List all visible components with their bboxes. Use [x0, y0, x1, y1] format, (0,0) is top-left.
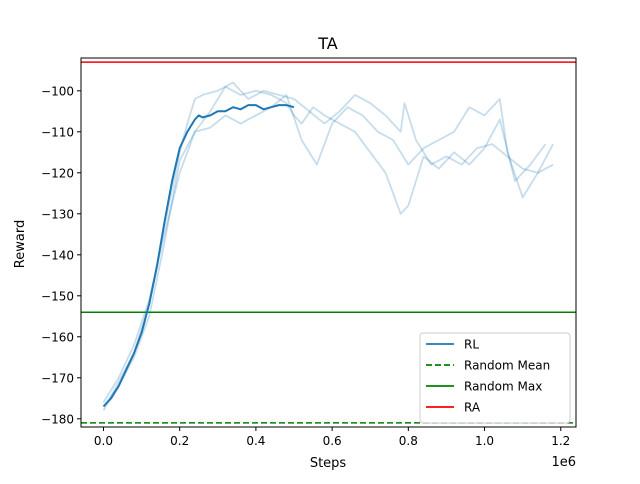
rl-mean-line	[102, 104, 295, 408]
chart-title: TA	[317, 34, 338, 53]
legend-box	[419, 332, 571, 424]
x-tick-label: 1.2	[551, 434, 570, 448]
legend-label: Random Max	[464, 380, 542, 394]
legend-label: RA	[464, 401, 481, 415]
y-tick-label: −120	[41, 166, 74, 180]
x-tick-label: 1.0	[475, 434, 494, 448]
legend-label: Random Mean	[464, 359, 550, 373]
x-axis-offset-label: 1e6	[551, 455, 576, 470]
y-tick-label: −110	[41, 125, 74, 139]
x-tick-label: 0.0	[94, 434, 113, 448]
y-tick-label: −140	[41, 248, 74, 262]
plot-area: 0.0 0.2 0.4 0.6 0.8 1.0 1.2 −180 −170 −160 −150 −14…	[41, 57, 577, 448]
x-axis-label: Steps	[310, 456, 347, 471]
x-tick-label: 0.2	[170, 434, 189, 448]
x-tick-label: 0.4	[246, 434, 265, 448]
y-tick-label: −130	[41, 207, 74, 221]
y-tick-label: −100	[41, 84, 74, 98]
y-axis-label: Reward	[13, 220, 28, 268]
y-tick-label: −160	[41, 330, 74, 344]
faint-run-line-3	[102, 94, 554, 408]
y-tick-label: −150	[41, 289, 74, 303]
legend: RL Random Mean Random Max RA	[419, 332, 571, 424]
x-tick-label: 0.6	[323, 434, 342, 448]
faint-run-line-2	[102, 85, 547, 403]
legend-label: RL	[464, 338, 479, 352]
x-tick-label: 0.8	[399, 434, 418, 448]
y-tick-label: −170	[41, 371, 74, 385]
axes-frame	[80, 57, 577, 428]
y-tick-label: −180	[41, 412, 74, 426]
